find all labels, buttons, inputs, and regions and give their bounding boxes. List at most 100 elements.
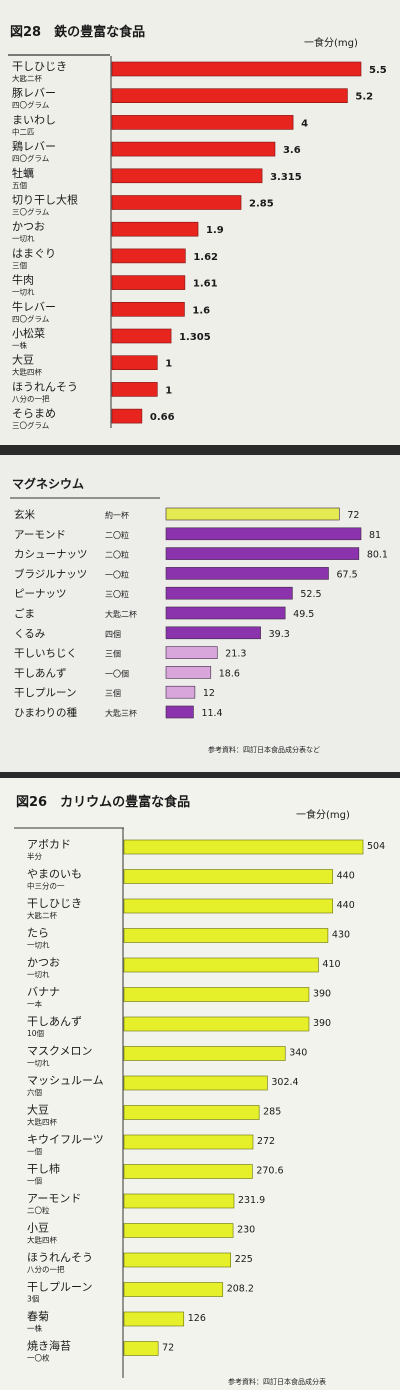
bar bbox=[123, 898, 333, 914]
portion-label: 三〇粒 bbox=[105, 589, 129, 599]
bar bbox=[111, 141, 276, 157]
data-label: 1 bbox=[165, 385, 172, 396]
category-label: 干し柿 bbox=[27, 1162, 60, 1176]
category-label: 干しプルーン bbox=[14, 687, 76, 699]
bar bbox=[123, 987, 310, 1002]
magnesium-chart-panel: マグネシウム 玄米 約一杯 72 アーモンド 二〇粒 81 カシューナッツ 二〇粒 80.1 ブラジ… bbox=[0, 455, 400, 772]
category-label: 小豆 bbox=[27, 1222, 49, 1235]
portion-label: 三〇グラム bbox=[12, 420, 49, 430]
data-label: 72 bbox=[162, 1343, 174, 1354]
bar bbox=[123, 1105, 260, 1120]
portion-label: 一〇枚 bbox=[27, 1353, 50, 1363]
data-label: 225 bbox=[235, 1254, 253, 1265]
data-label: 81 bbox=[369, 530, 381, 541]
bar bbox=[111, 88, 348, 103]
category-label: カシューナッツ bbox=[14, 549, 88, 561]
bar bbox=[165, 606, 286, 620]
bar bbox=[123, 1252, 231, 1268]
portion-label: 大匙四杯 bbox=[12, 367, 42, 377]
bar bbox=[123, 869, 333, 884]
portion-label: 四〇グラム bbox=[12, 153, 49, 163]
category-label: ほうれんそう bbox=[27, 1251, 93, 1264]
bar bbox=[123, 1164, 253, 1179]
unit-label: 一食分(mg) bbox=[304, 36, 358, 49]
portion-label: 大匙二杯 bbox=[27, 910, 57, 920]
bar bbox=[165, 666, 212, 679]
data-label: 410 bbox=[322, 959, 340, 970]
portion-label: 10個 bbox=[27, 1028, 44, 1038]
portion-label: 二〇粒 bbox=[27, 1205, 50, 1215]
category-label: バナナ bbox=[27, 986, 60, 999]
portion-label: 一切れ bbox=[12, 234, 35, 243]
bar bbox=[165, 646, 218, 659]
category-label: くるみ bbox=[14, 628, 45, 640]
portion-label: 3個 bbox=[27, 1294, 39, 1304]
chart-title: 図28 鉄の豊富な食品 bbox=[10, 24, 145, 40]
category-label: 牡蠣 bbox=[12, 166, 34, 180]
portion-label: 一切れ bbox=[27, 941, 50, 950]
category-label: たら bbox=[27, 927, 49, 940]
bar bbox=[111, 195, 242, 210]
bar bbox=[165, 567, 329, 580]
iron-chart-panel: 図28 鉄の豊富な食品 一食分(mg) 干しひじき 大匙二杯 5.5 豚レバー 四〇グラム 5… bbox=[0, 0, 400, 445]
data-label: 2.85 bbox=[249, 199, 274, 210]
bar bbox=[165, 685, 196, 699]
portion-label: 一切れ bbox=[27, 970, 50, 979]
category-label: アーモンド bbox=[14, 529, 66, 541]
category-label: かつお bbox=[12, 220, 45, 233]
portion-label: 三個 bbox=[105, 688, 121, 698]
data-label: 272 bbox=[257, 1136, 275, 1147]
category-label: マスクメロン bbox=[27, 1045, 93, 1058]
category-label: 豚レバー bbox=[12, 87, 56, 100]
data-label: 4 bbox=[301, 118, 308, 129]
bar bbox=[111, 328, 172, 344]
data-label: 390 bbox=[313, 989, 331, 1000]
portion-label: 一株 bbox=[27, 1323, 42, 1333]
data-label: 1 bbox=[165, 359, 172, 370]
data-label: 11.4 bbox=[201, 708, 222, 719]
bar bbox=[123, 1193, 235, 1209]
data-label: 67.5 bbox=[337, 569, 358, 580]
data-label: 21.3 bbox=[225, 649, 246, 660]
portion-label: 三〇グラム bbox=[12, 207, 49, 217]
data-label: 430 bbox=[332, 930, 350, 941]
bar bbox=[123, 1016, 310, 1032]
category-label: かつお bbox=[27, 956, 60, 969]
data-label: 39.3 bbox=[269, 629, 290, 640]
potassium-chart-panel: 図26 カリウムの豊富な食品 一食分(mg) アボカド 半分 504 やまのいも 中三分の一… bbox=[0, 778, 400, 1390]
category-label: ほうれんそう bbox=[12, 380, 78, 393]
portion-label: 三個 bbox=[12, 260, 27, 270]
category-label: 干しあんず bbox=[27, 1015, 82, 1028]
bar bbox=[165, 626, 261, 640]
bar bbox=[123, 1134, 254, 1150]
bar bbox=[123, 1282, 224, 1297]
data-label: 49.5 bbox=[293, 609, 314, 620]
category-label: 小松菜 bbox=[12, 326, 45, 340]
chart-title: マグネシウム bbox=[12, 476, 84, 491]
chart-title: 図26 カリウムの豊富な食品 bbox=[16, 794, 190, 810]
bar bbox=[123, 928, 329, 943]
bar bbox=[111, 355, 158, 371]
bar bbox=[123, 1046, 286, 1061]
portion-label: 八分の一把 bbox=[12, 393, 50, 403]
category-label: まいわし bbox=[12, 113, 56, 126]
portion-label: 約一杯 bbox=[105, 510, 129, 520]
portion-label: 一個 bbox=[27, 1176, 42, 1186]
bar bbox=[111, 382, 158, 397]
bar bbox=[111, 248, 186, 264]
data-label: 440 bbox=[337, 900, 355, 911]
bar bbox=[165, 586, 293, 600]
data-label: 80.1 bbox=[367, 550, 388, 561]
bar bbox=[111, 61, 362, 77]
unit-label: 一食分(mg) bbox=[296, 808, 350, 821]
source-note: 参考資料：四訂日本食品成分表 bbox=[228, 1377, 326, 1386]
data-label: 5.5 bbox=[369, 65, 387, 76]
bar bbox=[123, 957, 319, 973]
data-label: 1.9 bbox=[206, 225, 224, 236]
category-label: 鶏レバー bbox=[12, 139, 56, 153]
portion-label: 一〇粒 bbox=[105, 569, 129, 579]
bar bbox=[165, 507, 340, 521]
data-label: 3.6 bbox=[283, 145, 301, 156]
portion-label: 五個 bbox=[12, 180, 27, 190]
